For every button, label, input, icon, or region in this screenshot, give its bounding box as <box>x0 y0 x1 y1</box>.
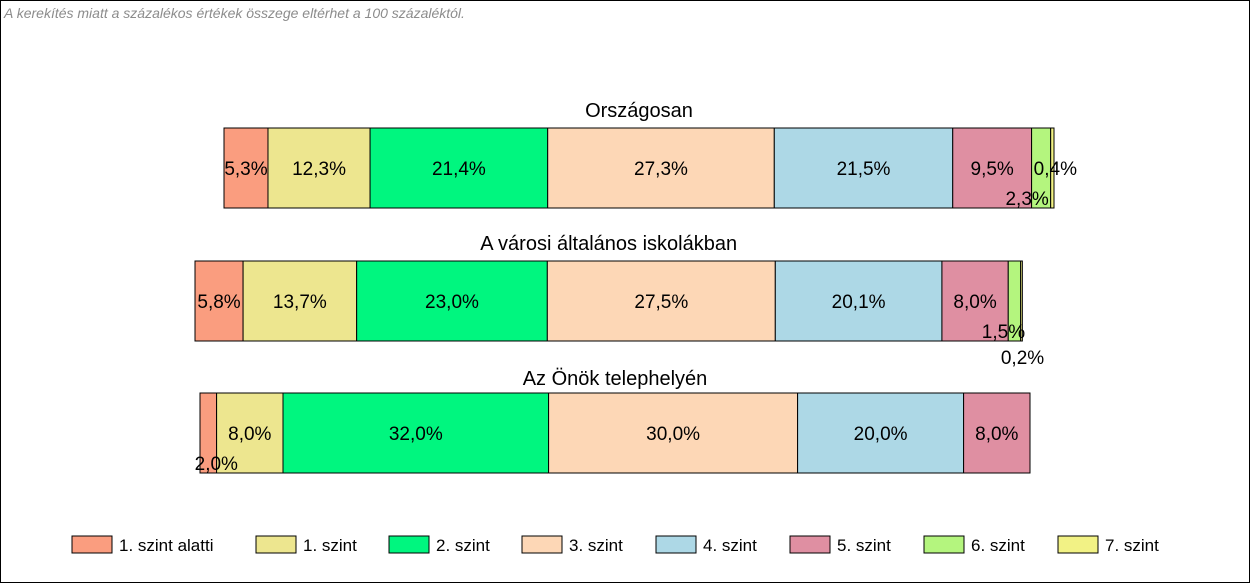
data-label: 8,0% <box>953 292 996 313</box>
data-label: 2,0% <box>195 454 238 475</box>
bar-segment <box>774 260 943 342</box>
legend-swatch <box>255 535 297 554</box>
bar-segment <box>282 392 550 474</box>
data-label: 5,3% <box>224 159 267 180</box>
category-title: A városi általános iskolákban <box>480 233 737 255</box>
data-label: 2,3% <box>1005 189 1048 210</box>
legend-swatch <box>1057 535 1099 554</box>
bar-segment <box>356 260 548 342</box>
legend-item: 2. szint <box>388 535 490 555</box>
legend-label: 1. szint alatti <box>119 536 214 555</box>
legend-swatch <box>521 535 563 554</box>
data-label: 5,8% <box>197 292 240 313</box>
legend-swatch <box>71 535 113 554</box>
data-label: 20,0% <box>854 424 908 445</box>
data-label: 12,3% <box>292 159 346 180</box>
legend-swatch <box>789 535 831 554</box>
bar-segment <box>1050 127 1055 209</box>
rounding-note: A kerekítés miatt a százalékos értékek ö… <box>4 5 465 21</box>
data-label: 27,5% <box>634 292 688 313</box>
bar-segment <box>797 392 965 474</box>
data-label: 8,0% <box>228 424 271 445</box>
data-label: 21,4% <box>432 159 486 180</box>
bar-segment <box>223 127 269 209</box>
legend-swatch <box>923 535 965 554</box>
legend-item: 1. szint <box>255 535 357 555</box>
data-label: 20,1% <box>832 292 886 313</box>
legend-swatch <box>655 535 697 554</box>
data-label: 32,0% <box>389 424 443 445</box>
legend-swatch <box>388 535 430 554</box>
bar-segment <box>963 392 1031 474</box>
legend-label: 3. szint <box>569 536 623 555</box>
bar-segment <box>952 127 1033 209</box>
legend-item: 3. szint <box>521 535 623 555</box>
bar-segment <box>194 260 244 342</box>
bar-segment <box>773 127 954 209</box>
data-label: 0,2% <box>1001 348 1044 369</box>
data-label: 0,4% <box>1034 159 1077 180</box>
legend-label: 7. szint <box>1105 536 1159 555</box>
data-label: 1,5% <box>982 322 1025 343</box>
data-label: 27,3% <box>634 159 688 180</box>
bar-segment <box>546 260 776 342</box>
data-label: 21,5% <box>837 159 891 180</box>
data-label: 13,7% <box>273 292 327 313</box>
legend-label: 6. szint <box>971 536 1025 555</box>
category-title: Országosan <box>585 100 693 122</box>
bar-segment <box>242 260 358 342</box>
legend-item: 5. szint <box>789 535 891 555</box>
data-label: 8,0% <box>975 424 1018 445</box>
legend-item: 1. szint alatti <box>71 535 214 555</box>
bar-segment <box>1020 260 1023 342</box>
legend-item: 7. szint <box>1057 535 1159 555</box>
bar-segment <box>267 127 371 209</box>
bar-segment <box>216 392 284 474</box>
bar-segment <box>369 127 549 209</box>
legend-label: 4. szint <box>703 536 757 555</box>
legend-label: 2. szint <box>436 536 490 555</box>
legend-label: 5. szint <box>837 536 891 555</box>
data-label: 23,0% <box>425 292 479 313</box>
data-label: 30,0% <box>646 424 700 445</box>
legend-item: 4. szint <box>655 535 757 555</box>
bar-segment <box>941 260 1009 342</box>
bar-segment <box>547 127 775 209</box>
bar-segment <box>548 392 799 474</box>
legend-label: 1. szint <box>303 536 357 555</box>
category-title: Az Önök telephelyén <box>523 368 708 390</box>
data-label: 9,5% <box>971 159 1014 180</box>
legend-item: 6. szint <box>923 535 1025 555</box>
